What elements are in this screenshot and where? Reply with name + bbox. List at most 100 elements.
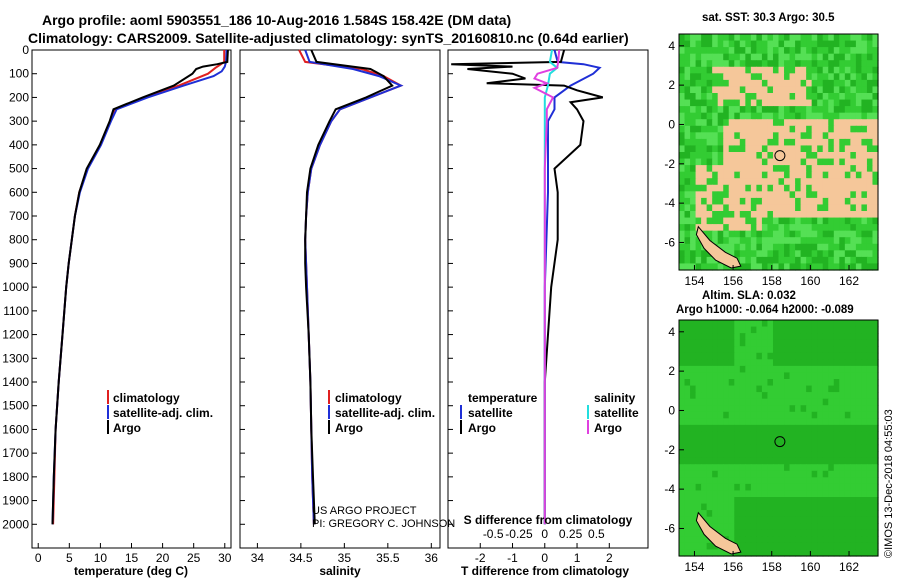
sla-map-lat-label: 4	[668, 325, 675, 339]
depth-tick-label: 600	[9, 185, 29, 199]
depth-tick-label: 300	[9, 114, 29, 128]
salinity-axis-label: salinity	[319, 564, 361, 578]
salinity-plot-frame	[239, 49, 441, 549]
depth-tick-label: 700	[9, 209, 29, 223]
temp-x-tick-label: 15	[125, 551, 139, 565]
depth-tick-label: 500	[9, 162, 29, 176]
credit-project: US ARGO PROJECT	[312, 505, 417, 517]
depth-tick-label: 0	[22, 43, 29, 57]
temp-x-tick-label: 30	[218, 551, 232, 565]
depth-tick-label: 1600	[2, 422, 29, 436]
sst-map-lon-label: 158	[762, 274, 782, 288]
depth-tick-label: 1000	[2, 280, 29, 294]
sla-map-lon-label: 156	[723, 560, 743, 574]
depth-tick-label: 1100	[3, 304, 29, 318]
diff-legend-s-argo: Argo	[594, 421, 622, 435]
sst-map-lon-label: 156	[723, 274, 743, 288]
legend-climatology: climatology	[113, 391, 180, 405]
sla-map-title-2: Argo h1000: -0.064 h2000: -0.089	[676, 304, 854, 316]
sal-series-argo	[304, 49, 394, 525]
sst-map-lon-label: 154	[684, 274, 704, 288]
sst-map-lon-label: 162	[839, 274, 859, 288]
sal-series-climatology	[298, 49, 404, 525]
t-diff-tick-label: -2	[475, 551, 486, 565]
sla-map-lat-label: 0	[668, 403, 675, 417]
sal-x-tick-label: 36	[425, 551, 439, 565]
sla-map-lon-label: 154	[684, 560, 704, 574]
sst-map-float-location	[774, 150, 786, 162]
s-difference-axis-label: S difference from climatology	[464, 513, 633, 527]
depth-tick-label: 1900	[2, 494, 29, 508]
s-diff-tick-label: -0.5	[483, 527, 504, 541]
sst-map-frame	[678, 33, 879, 271]
sla-map-lat-label: -2	[664, 443, 675, 457]
depth-tick-label: 200	[9, 90, 29, 104]
depth-tick-label: 1500	[2, 399, 29, 413]
s-diff-tick-label: -0.25	[505, 527, 533, 541]
sla-map-lon-label: 160	[800, 560, 820, 574]
diff-series-temperature-satellite	[543, 49, 602, 525]
sst-map-island	[695, 225, 742, 269]
sla-map-float-location	[774, 436, 786, 448]
sal-x-tick-label: 35.5	[376, 551, 400, 565]
sst-map-lat-label: 4	[668, 39, 675, 53]
sla-map-lat-label: -4	[664, 482, 675, 496]
title-line-2: Climatology: CARS2009. Satellite-adjuste…	[28, 30, 629, 46]
sla-map-lat-label: -6	[664, 521, 675, 535]
sal-series-satellite-adj-clim-	[304, 49, 404, 525]
sst-map-field	[679, 34, 879, 271]
sla-map-lat-label: 2	[668, 364, 675, 378]
sla-map-island	[695, 511, 742, 555]
credit-pi: PI: GREGORY C. JOHNSON	[312, 518, 455, 530]
sla-map-lon-label: 158	[762, 560, 782, 574]
t-diff-tick-label: 0	[541, 551, 548, 565]
difference-plot-frame	[447, 49, 649, 549]
sal-x-tick-label: 34.5	[289, 551, 313, 565]
sla-map-lon-label: 162	[839, 560, 859, 574]
s-diff-tick-label: 0.25	[559, 527, 583, 541]
depth-tick-label: 1800	[2, 470, 29, 484]
depth-tick-label: 400	[9, 138, 29, 152]
s-diff-tick-label: 0	[541, 527, 548, 541]
t-diff-tick-label: -1	[507, 551, 518, 565]
diff-series-temperature-argo	[451, 49, 604, 525]
sal-legend-satellite-adj: satellite-adj. clim.	[335, 406, 435, 420]
sal-legend-climatology: climatology	[335, 391, 402, 405]
temp-x-tick-label: 20	[156, 551, 170, 565]
s-diff-tick-label: 0.5	[588, 527, 605, 541]
legend-argo: Argo	[113, 421, 141, 435]
sst-map-lat-label: -2	[664, 157, 675, 171]
sla-map-title-1: Altim. SLA: 0.032	[702, 290, 796, 302]
depth-tick-label: 800	[9, 233, 29, 247]
temp-x-tick-label: 25	[187, 551, 201, 565]
depth-tick-label: 1200	[2, 328, 29, 342]
diff-legend-s-satellite: satellite	[594, 406, 639, 420]
sal-x-tick-label: 35	[338, 551, 352, 565]
t-difference-axis-label: T difference from climatology	[461, 564, 629, 578]
diff-legend-t-satellite: satellite	[468, 406, 513, 420]
temp-series-argo	[51, 49, 229, 525]
temperature-plot-frame	[31, 49, 232, 549]
temp-x-tick-label: 5	[66, 551, 73, 565]
title-line-1: Argo profile: aoml 5903551_186 10-Aug-20…	[42, 12, 512, 28]
sal-legend-argo: Argo	[335, 421, 363, 435]
depth-tick-label: 2000	[2, 517, 29, 531]
t-diff-tick-label: 1	[574, 551, 581, 565]
depth-tick-label: 1300	[2, 351, 29, 365]
sla-map-frame	[678, 319, 879, 557]
depth-tick-label: 100	[9, 67, 29, 81]
depth-tick-label: 900	[9, 256, 29, 270]
temp-series-satellite-adj-clim-	[51, 49, 228, 525]
sst-map-lat-label: -4	[664, 196, 675, 210]
diff-series-salinity-argo	[532, 49, 561, 525]
temp-x-tick-label: 10	[94, 551, 108, 565]
t-diff-tick-label: 2	[606, 551, 613, 565]
imos-timestamp: ©IMOS 13-Dec-2018 04:55:03	[883, 409, 895, 558]
legend-satellite-adj: satellite-adj. clim.	[113, 406, 213, 420]
sst-map-lat-label: 0	[668, 117, 675, 131]
sst-map-lat-label: -6	[664, 235, 675, 249]
diff-legend-salinity-title: salinity	[594, 391, 636, 405]
diff-legend-temperature-title: temperature	[468, 391, 538, 405]
diff-legend-t-argo: Argo	[468, 421, 496, 435]
